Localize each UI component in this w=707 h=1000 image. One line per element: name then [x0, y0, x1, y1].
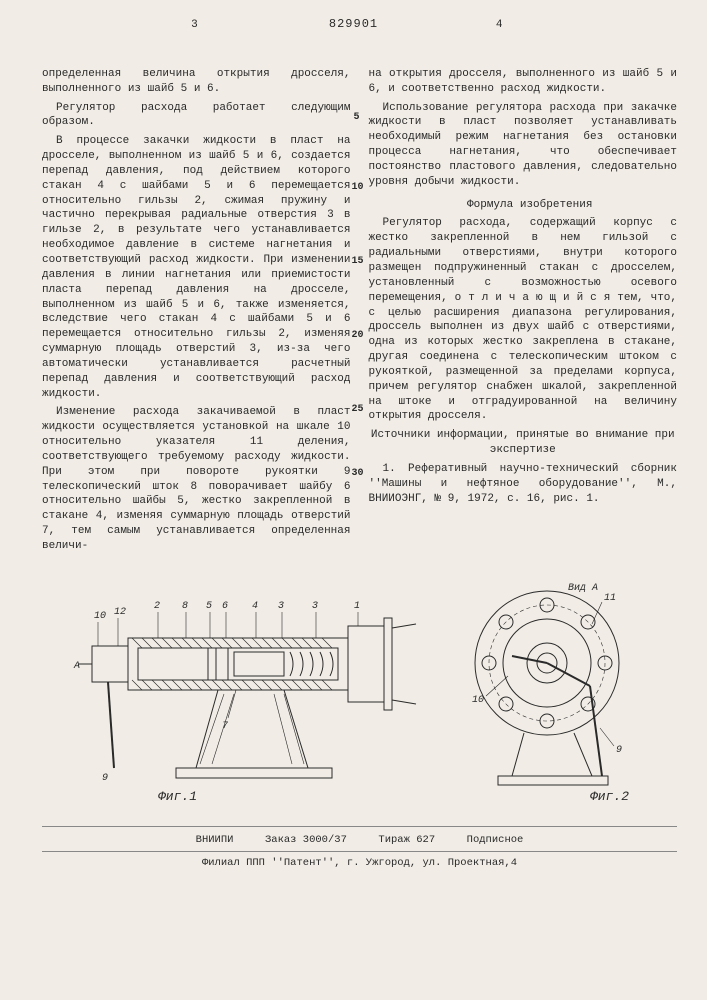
footer-tirazh: Тираж 627 [378, 834, 435, 846]
svg-text:A: A [73, 661, 80, 672]
footer-address: Филиал ППП ''Патент'', г. Ужгород, ул. П… [42, 851, 677, 870]
fig2-label: Фиг.2 [590, 789, 629, 804]
right-column: 5 10 15 20 25 30 на открытия дросселя, в… [369, 67, 678, 558]
para: определенная величина открытия дросселя,… [42, 67, 351, 97]
line-num: 30 [352, 467, 364, 481]
svg-text:10: 10 [94, 611, 106, 622]
svg-text:9: 9 [616, 745, 622, 756]
svg-text:1: 1 [354, 601, 360, 612]
svg-text:3: 3 [312, 601, 318, 612]
footer-org: ВНИИПИ [196, 834, 234, 846]
fig1-svg: A [68, 568, 428, 808]
fig2-svg: Вид А 11 10 9 Фиг.2 [442, 568, 652, 808]
imprint-footer: ВНИИПИ Заказ 3000/37 Тираж 627 Подписное… [42, 826, 677, 870]
para: В процессе закачки жидкости в пласт на д… [42, 134, 351, 401]
figure-1: A [68, 568, 428, 808]
left-column: определенная величина открытия дросселя,… [42, 67, 351, 558]
svg-text:7: 7 [222, 721, 228, 732]
svg-text:12: 12 [114, 607, 126, 618]
formula-title: Формула изобретения [369, 198, 678, 213]
line-num: 20 [352, 329, 364, 343]
patent-page: 829901 3 4 определенная величина открыти… [0, 0, 707, 1000]
fig2-title: Вид А [568, 583, 598, 594]
figure-2: Вид А 11 10 9 Фиг.2 [442, 568, 652, 808]
svg-text:4: 4 [252, 601, 258, 612]
para: 1. Реферативный научно-технический сборн… [369, 462, 678, 507]
line-num: 5 [354, 111, 360, 125]
para: Регулятор расхода, содержащий корпус с ж… [369, 216, 678, 424]
svg-text:8: 8 [182, 601, 188, 612]
figures-row: A [42, 568, 677, 808]
text-columns: определенная величина открытия дросселя,… [42, 67, 677, 558]
line-num: 25 [352, 403, 364, 417]
svg-text:5: 5 [206, 601, 212, 612]
svg-text:11: 11 [604, 593, 616, 604]
document-number: 829901 [0, 16, 707, 32]
svg-text:10: 10 [472, 695, 484, 706]
line-num: 15 [352, 255, 364, 269]
para: Регулятор расхода работает следующим обр… [42, 101, 351, 131]
fig1-label: Фиг.1 [158, 789, 197, 804]
line-num: 10 [352, 181, 364, 195]
para: Изменение расхода закачиваемой в пласт ж… [42, 405, 351, 553]
footer-sub: Подписное [467, 834, 524, 846]
para: Использование регулятора расхода при зак… [369, 101, 678, 190]
para: на открытия дросселя, выполненного из ша… [369, 67, 678, 97]
svg-text:3: 3 [278, 601, 284, 612]
svg-text:2: 2 [154, 601, 160, 612]
svg-text:9: 9 [102, 773, 108, 784]
footer-order: Заказ 3000/37 [265, 834, 347, 846]
sources-title: Источники информации, принятые во вниман… [369, 428, 678, 458]
svg-text:6: 6 [222, 601, 228, 612]
